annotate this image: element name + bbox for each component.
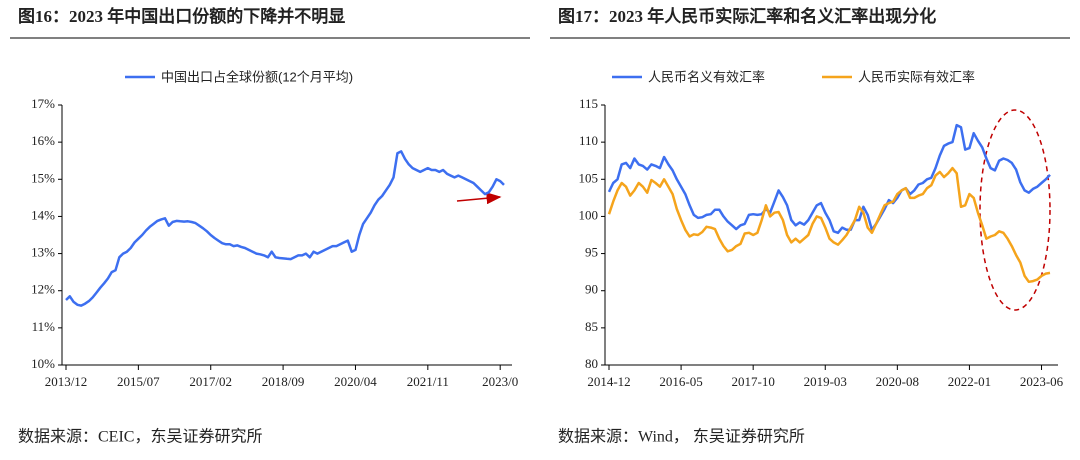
source-note: 数据来源：CEIC，东吴证券研究所 — [18, 428, 262, 446]
source-note: 数据来源：Wind， 东吴证券研究所 — [558, 428, 805, 446]
x-tick-label: 2018/09 — [262, 374, 305, 389]
y-tick-label: 12% — [31, 282, 55, 297]
x-tick-label: 2020-08 — [876, 374, 919, 389]
y-tick-label: 100 — [579, 207, 599, 222]
legend-label: 人民币实际有效汇率 — [858, 69, 975, 84]
chart-title: 图17：2023 年人民币实际汇率和名义汇率出现分化 — [558, 6, 936, 26]
y-tick-label: 105 — [579, 170, 599, 185]
y-tick-label: 80 — [585, 356, 598, 371]
y-tick-label: 11% — [32, 319, 56, 334]
legend-label: 人民币名义有效汇率 — [648, 69, 765, 84]
x-tick-label: 2015/07 — [117, 374, 160, 389]
x-tick-label: 2019-03 — [804, 374, 847, 389]
y-tick-label: 115 — [579, 96, 598, 111]
annotation-arrow — [456, 192, 502, 205]
y-tick-label: 85 — [585, 319, 598, 334]
x-tick-label: 2017-10 — [732, 374, 775, 389]
chart-title: 图16：2023 年中国出口份额的下降并不明显 — [18, 6, 345, 26]
x-tick-label: 2016-05 — [659, 374, 702, 389]
y-tick-label: 14% — [31, 207, 55, 222]
y-tick-label: 15% — [31, 170, 55, 185]
y-tick-label: 16% — [31, 133, 55, 148]
y-tick-label: 90 — [585, 282, 598, 297]
series-line — [65, 150, 505, 307]
y-tick-label: 17% — [31, 96, 55, 111]
x-tick-label: 2020/04 — [334, 374, 377, 389]
x-tick-label: 2021/11 — [407, 374, 449, 389]
series-line — [607, 123, 1051, 235]
x-tick-label: 2017/02 — [189, 374, 232, 389]
y-tick-label: 13% — [31, 245, 55, 260]
x-tick-label: 2013/12 — [45, 374, 88, 389]
y-tick-label: 10% — [31, 356, 55, 371]
annotation-ellipse — [979, 109, 1051, 311]
x-tick-label: 2023/0 — [482, 374, 518, 389]
x-tick-label: 2023-06 — [1020, 374, 1064, 389]
y-tick-label: 110 — [579, 133, 598, 148]
y-tick-label: 95 — [585, 245, 598, 260]
series-line — [607, 166, 1051, 284]
x-tick-label: 2022-01 — [948, 374, 991, 389]
x-tick-label: 2014-12 — [587, 374, 630, 389]
legend-label: 中国出口占全球份额(12个月平均) — [161, 69, 353, 84]
